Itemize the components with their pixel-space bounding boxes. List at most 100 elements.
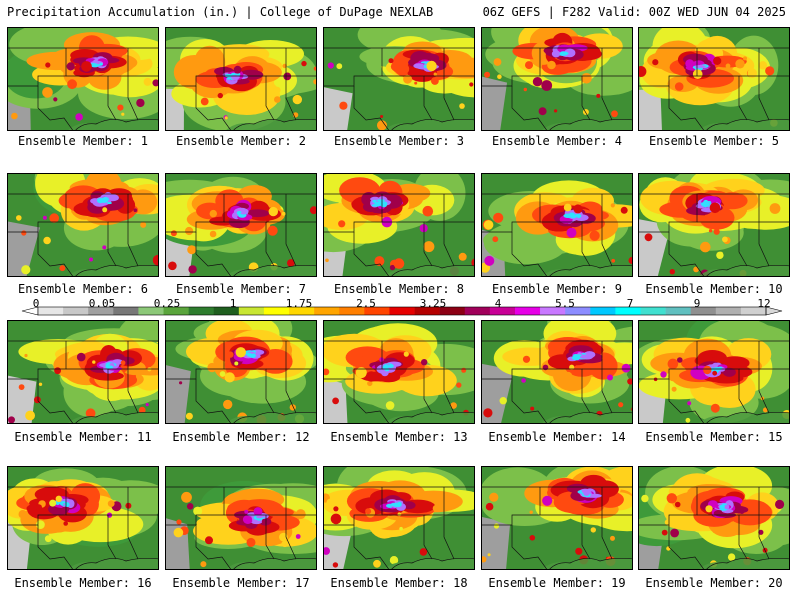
precipitation-map — [8, 467, 158, 569]
colorbar-swatch — [665, 307, 691, 315]
colorbar-swatch — [740, 307, 767, 315]
ensemble-member-map — [638, 466, 790, 570]
ensemble-member-label: Ensemble Member: 19 — [488, 576, 626, 590]
ensemble-member-label: Ensemble Member: 8 — [333, 282, 465, 296]
precipitation-map — [639, 321, 789, 423]
colorbar-swatch — [389, 307, 415, 315]
colorbar-swatch — [289, 307, 315, 315]
ensemble-member-label: Ensemble Member: 17 — [172, 576, 310, 590]
precipitation-map — [8, 321, 158, 423]
precipitation-map — [482, 321, 632, 423]
ensemble-member-label: Ensemble Member: 10 — [645, 282, 783, 296]
colorbar-swatch — [314, 307, 340, 315]
colorbar-swatch — [715, 307, 742, 315]
ensemble-member-label: Ensemble Member: 3 — [333, 134, 465, 148]
colorbar-tick-label: 12 — [757, 297, 771, 310]
precipitation-map — [324, 28, 474, 130]
colorbar-swatch — [540, 307, 566, 315]
colorbar-swatch — [514, 307, 541, 315]
ensemble-member-map — [481, 27, 633, 131]
colorbar-tick-label: 2.5 — [356, 297, 376, 310]
ensemble-member-label: Ensemble Member: 12 — [172, 430, 310, 444]
colorbar-swatch — [640, 307, 666, 315]
header-title: Precipitation Accumulation (in.) | Colle… — [7, 5, 434, 19]
precipitation-map — [166, 174, 316, 276]
colorbar-tick-label: 1.75 — [285, 297, 313, 310]
precipitation-map — [166, 467, 316, 569]
colorbar-swatch — [263, 307, 290, 315]
ensemble-member-map — [323, 27, 475, 131]
colorbar-swatch — [88, 307, 114, 315]
ensemble-member-map — [7, 320, 159, 424]
colorbar-swatch — [414, 307, 440, 315]
precipitation-colorbar — [21, 306, 783, 316]
ensemble-member-map — [7, 27, 159, 131]
ensemble-member-map — [481, 173, 633, 277]
colorbar-swatch — [113, 307, 139, 315]
colorbar-swatch — [138, 307, 164, 315]
colorbar-tick-label: 0.25 — [153, 297, 181, 310]
colorbar-tick-label: 9 — [693, 297, 701, 310]
colorbar-tick-label: 0 — [32, 297, 40, 310]
ensemble-member-map — [7, 466, 159, 570]
precipitation-map — [324, 467, 474, 569]
ensemble-member-map — [165, 173, 317, 277]
ensemble-member-label: Ensemble Member: 2 — [175, 134, 307, 148]
ensemble-member-label: Ensemble Member: 5 — [648, 134, 780, 148]
header-run-info: 06Z GEFS | F282 Valid: 00Z WED JUN 04 20… — [482, 5, 786, 19]
colorbar-swatch — [163, 307, 189, 315]
ensemble-member-map — [638, 320, 790, 424]
ensemble-member-label: Ensemble Member: 18 — [330, 576, 468, 590]
ensemble-member-map — [638, 27, 790, 131]
colorbar-swatch — [364, 307, 390, 315]
ensemble-member-label: Ensemble Member: 15 — [645, 430, 783, 444]
colorbar-swatch — [213, 307, 240, 315]
colorbar-swatch — [339, 307, 365, 315]
colorbar-swatch — [188, 307, 215, 315]
precipitation-map — [166, 321, 316, 423]
colorbar-tick-label: 5.5 — [555, 297, 575, 310]
colorbar-tick-label: 3.25 — [419, 297, 447, 310]
colorbar-swatch — [63, 307, 89, 315]
precipitation-map — [8, 28, 158, 130]
ensemble-member-label: Ensemble Member: 20 — [645, 576, 783, 590]
ensemble-member-label: Ensemble Member: 6 — [17, 282, 149, 296]
ensemble-member-label: Ensemble Member: 9 — [491, 282, 623, 296]
ensemble-member-map — [323, 173, 475, 277]
colorbar-swatch — [439, 307, 466, 315]
precipitation-map — [639, 467, 789, 569]
colorbar-swatch — [590, 307, 616, 315]
ensemble-member-map — [165, 466, 317, 570]
colorbar-tick-label: 4 — [494, 297, 502, 310]
ensemble-member-label: Ensemble Member: 13 — [330, 430, 468, 444]
colorbar-swatch — [565, 307, 591, 315]
ensemble-member-map — [165, 320, 317, 424]
ensemble-member-label: Ensemble Member: 4 — [491, 134, 623, 148]
ensemble-member-label: Ensemble Member: 14 — [488, 430, 626, 444]
ensemble-member-map — [481, 466, 633, 570]
colorbar-swatch — [464, 307, 491, 315]
ensemble-member-map — [323, 320, 475, 424]
colorbar-swatch — [238, 307, 265, 315]
colorbar-swatch — [615, 307, 641, 315]
ensemble-member-map — [638, 173, 790, 277]
colorbar-tick-label: 0.05 — [88, 297, 116, 310]
precipitation-map — [324, 174, 474, 276]
precipitation-map — [639, 28, 789, 130]
ensemble-member-label: Ensemble Member: 1 — [17, 134, 149, 148]
ensemble-member-map — [7, 173, 159, 277]
precipitation-map — [482, 467, 632, 569]
ensemble-member-label: Ensemble Member: 7 — [175, 282, 307, 296]
precipitation-map — [482, 28, 632, 130]
ensemble-member-label: Ensemble Member: 16 — [14, 576, 152, 590]
precipitation-map — [166, 28, 316, 130]
precipitation-map — [482, 174, 632, 276]
colorbar-tick-label: 1 — [229, 297, 237, 310]
colorbar-tick-label: 7 — [626, 297, 634, 310]
colorbar-swatch — [489, 307, 516, 315]
precipitation-map — [639, 174, 789, 276]
ensemble-member-label: Ensemble Member: 11 — [14, 430, 152, 444]
ensemble-member-map — [165, 27, 317, 131]
colorbar-swatch — [690, 307, 717, 315]
ensemble-member-map — [481, 320, 633, 424]
